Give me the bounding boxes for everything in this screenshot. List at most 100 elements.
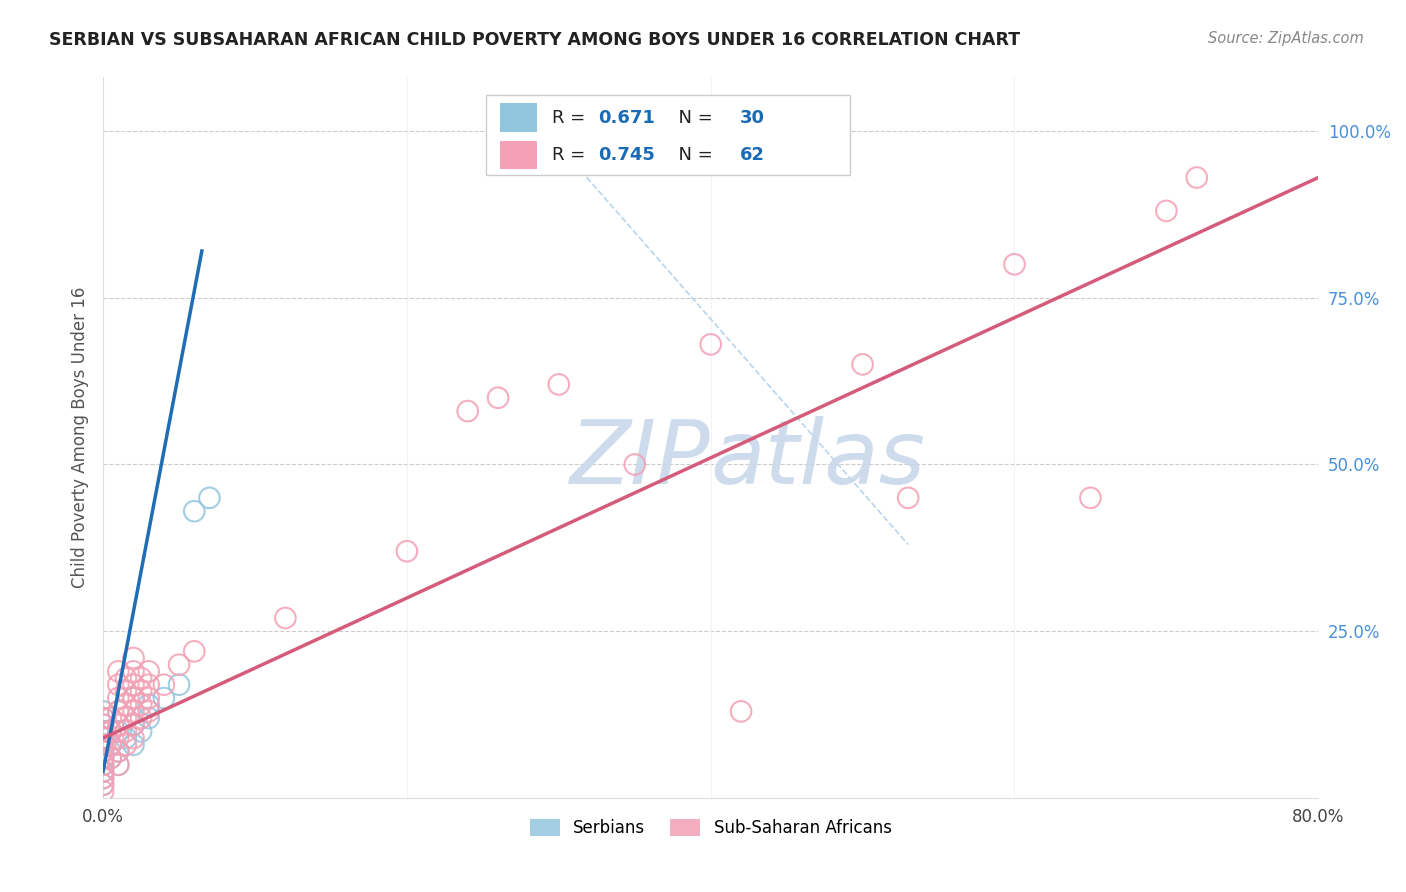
Point: [122, 731, 145, 745]
Point: [129, 671, 152, 685]
Point: [100, 751, 122, 765]
Point: [1156, 203, 1178, 218]
Text: N =: N =: [666, 146, 718, 164]
Point: [1004, 257, 1026, 271]
Point: [91, 764, 114, 779]
Text: 0.671: 0.671: [598, 109, 655, 127]
Point: [115, 698, 138, 712]
Point: [100, 738, 122, 752]
Text: ZIP: ZIP: [569, 417, 710, 502]
Point: [107, 744, 129, 758]
Point: [91, 757, 114, 772]
Point: [274, 611, 297, 625]
Point: [91, 784, 114, 798]
Point: [115, 711, 138, 725]
Point: [91, 744, 114, 758]
Point: [129, 684, 152, 698]
Text: atlas: atlas: [710, 417, 925, 502]
Point: [91, 724, 114, 739]
Point: [91, 731, 114, 745]
Point: [153, 678, 176, 692]
Point: [91, 738, 114, 752]
Point: [730, 705, 752, 719]
Point: [107, 705, 129, 719]
Point: [115, 671, 138, 685]
Point: [183, 504, 205, 518]
Point: [138, 691, 160, 706]
Point: [138, 711, 160, 725]
Point: [91, 771, 114, 785]
Point: [91, 744, 114, 758]
Point: [138, 678, 160, 692]
Text: N =: N =: [666, 109, 718, 127]
Point: [167, 678, 190, 692]
Point: [115, 731, 138, 745]
Point: [122, 651, 145, 665]
Point: [897, 491, 920, 505]
Point: [107, 678, 129, 692]
Text: SERBIAN VS SUBSAHARAN AFRICAN CHILD POVERTY AMONG BOYS UNDER 16 CORRELATION CHAR: SERBIAN VS SUBSAHARAN AFRICAN CHILD POVE…: [49, 31, 1021, 49]
Point: [91, 705, 114, 719]
Text: R =: R =: [551, 109, 591, 127]
Point: [122, 678, 145, 692]
Point: [100, 711, 122, 725]
Point: [107, 724, 129, 739]
Point: [122, 738, 145, 752]
Point: [91, 751, 114, 765]
Text: R =: R =: [551, 146, 591, 164]
Point: [91, 724, 114, 739]
Point: [138, 665, 160, 679]
Point: [100, 724, 122, 739]
Point: [91, 771, 114, 785]
Point: [91, 711, 114, 725]
FancyBboxPatch shape: [486, 95, 851, 175]
Point: [91, 778, 114, 792]
Point: [91, 717, 114, 731]
Point: [122, 691, 145, 706]
Point: [122, 691, 145, 706]
Point: [107, 757, 129, 772]
Point: [115, 724, 138, 739]
Point: [122, 717, 145, 731]
Bar: [501, 103, 537, 132]
Point: [115, 684, 138, 698]
Point: [138, 705, 160, 719]
Point: [153, 691, 176, 706]
Point: [107, 717, 129, 731]
Point: [129, 698, 152, 712]
Point: [129, 711, 152, 725]
Point: [91, 757, 114, 772]
Point: [91, 738, 114, 752]
Point: [122, 717, 145, 731]
Point: [129, 724, 152, 739]
Point: [91, 778, 114, 792]
Point: [198, 491, 221, 505]
Point: [107, 691, 129, 706]
Point: [623, 458, 645, 472]
Point: [91, 711, 114, 725]
Point: [457, 404, 479, 418]
Point: [486, 391, 509, 405]
Point: [122, 665, 145, 679]
Point: [107, 757, 129, 772]
Y-axis label: Child Poverty Among Boys Under 16: Child Poverty Among Boys Under 16: [72, 287, 89, 589]
Text: 62: 62: [740, 146, 765, 164]
Text: 0.745: 0.745: [598, 146, 655, 164]
Point: [122, 705, 145, 719]
Point: [107, 731, 129, 745]
Point: [91, 751, 114, 765]
Point: [91, 731, 114, 745]
Point: [183, 644, 205, 658]
Point: [138, 698, 160, 712]
Point: [1080, 491, 1102, 505]
Point: [100, 751, 122, 765]
Point: [395, 544, 418, 558]
Legend: Serbians, Sub-Saharan Africans: Serbians, Sub-Saharan Africans: [523, 813, 898, 844]
Text: Source: ZipAtlas.com: Source: ZipAtlas.com: [1208, 31, 1364, 46]
Point: [100, 724, 122, 739]
Text: 30: 30: [740, 109, 765, 127]
Point: [115, 738, 138, 752]
Point: [107, 705, 129, 719]
Bar: [501, 141, 537, 169]
Point: [107, 744, 129, 758]
